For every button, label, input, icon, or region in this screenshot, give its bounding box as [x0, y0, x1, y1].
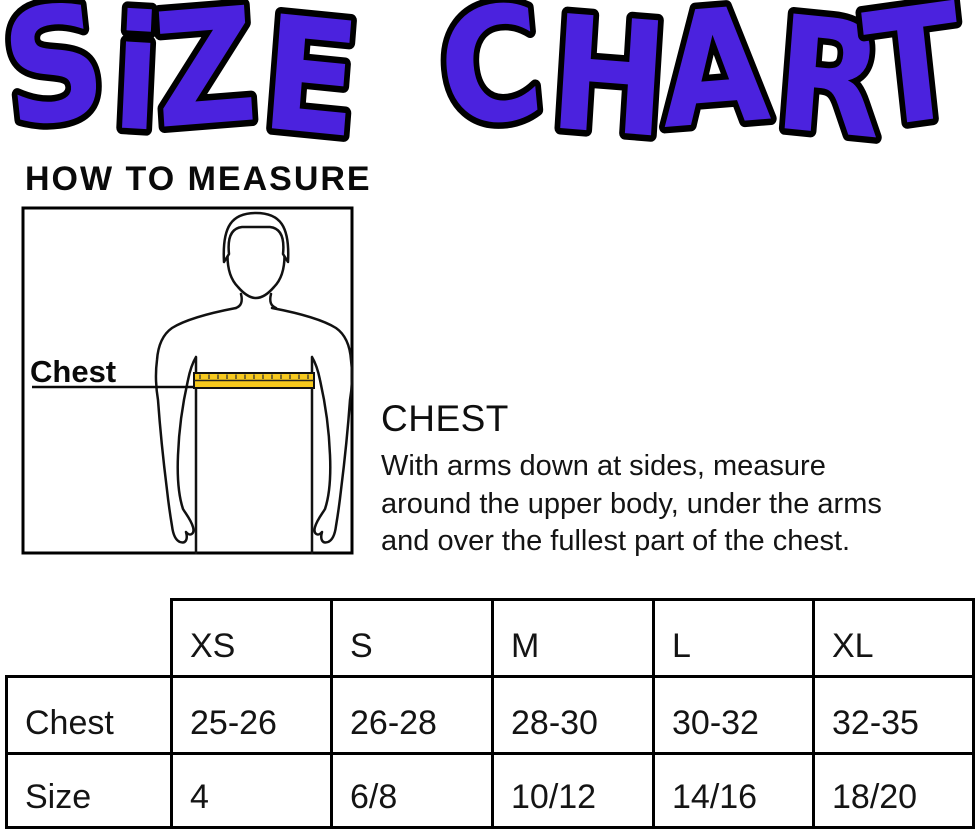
size-value-xs: 4	[170, 752, 333, 829]
instruction-line: around the upper body, under the arms	[381, 487, 882, 520]
size-column-header-s: S	[330, 598, 494, 678]
row-label-size: Size	[5, 752, 173, 829]
chest-value-m: 28-30	[491, 675, 655, 755]
size-column-header-l: L	[652, 598, 815, 678]
size-table-header-row: XS S M L XL	[7, 598, 975, 678]
torso-outline	[154, 211, 354, 555]
size-column-header-xl: XL	[812, 598, 975, 678]
size-value-s: 6/8	[330, 752, 494, 829]
chest-value-l: 30-32	[652, 675, 815, 755]
size-value-l: 14/16	[652, 752, 815, 829]
chest-instructions-text: With arms down at sides, measure around …	[381, 448, 978, 561]
size-table: XS S M L XL Chest 25-26 26-28 28-30 30-3…	[5, 598, 975, 829]
size-column-header-m: M	[491, 598, 655, 678]
how-to-measure-heading: HOW TO MEASURE	[25, 160, 372, 198]
chest-value-xl: 32-35	[812, 675, 975, 755]
chest-section-heading: CHEST	[381, 398, 509, 439]
size-chart-title-graphic: SiZE CHART	[0, 0, 978, 158]
measurement-figure: Chest	[21, 206, 354, 555]
row-label-chest: Chest	[5, 675, 173, 755]
chest-value-s: 26-28	[330, 675, 494, 755]
size-row: Size 4 6/8 10/12 14/16 18/20	[5, 752, 975, 829]
size-value-xl: 18/20	[812, 752, 975, 829]
instruction-line: and over the fullest part of the chest.	[381, 525, 851, 557]
measuring-tape-icon	[193, 372, 315, 389]
chest-pointer-label: Chest	[30, 354, 116, 389]
table-corner-cell	[7, 600, 172, 677]
chest-value-xs: 25-26	[170, 675, 333, 755]
page-title: SiZE CHART	[0, 0, 972, 158]
size-value-m: 10/12	[491, 752, 655, 829]
instruction-line: With arms down at sides, measure	[381, 450, 826, 482]
chest-row: Chest 25-26 26-28 28-30 30-32 32-35	[5, 675, 975, 755]
size-column-header-xs: XS	[170, 598, 333, 678]
